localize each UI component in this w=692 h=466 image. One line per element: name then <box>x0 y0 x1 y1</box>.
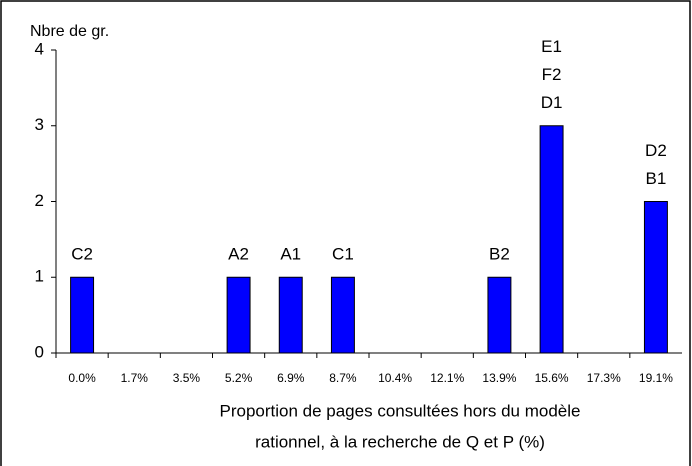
x-tick-label: 17.3% <box>587 371 621 385</box>
bar <box>70 276 95 354</box>
x-tick-label: 12.1% <box>430 371 464 385</box>
x-tick-label: 10.4% <box>378 371 412 385</box>
x-tick-label: 1.7% <box>121 371 149 385</box>
bar <box>226 276 251 354</box>
x-tick-label: 8.7% <box>329 371 357 385</box>
bar-annotation: F2 <box>542 65 562 84</box>
y-tick-label: 4 <box>35 39 44 58</box>
x-tick-label: 3.5% <box>173 371 201 385</box>
bar-annotation: D2 <box>645 141 667 160</box>
y-tick-label: 3 <box>35 115 44 134</box>
bar <box>487 276 512 354</box>
x-tick-label: 19.1% <box>639 371 673 385</box>
x-axis-title: rationnel, à la recherche de Q et P (%) <box>255 432 545 451</box>
x-axis-title: Proportion de pages consultées hors du m… <box>219 401 580 420</box>
x-tick-label: 5.2% <box>225 371 253 385</box>
y-tick-label: 2 <box>35 191 44 210</box>
x-tick-label: 15.6% <box>535 371 569 385</box>
bar-annotation: B1 <box>646 169 667 188</box>
x-tick-label: 6.9% <box>277 371 305 385</box>
x-tick-label: 13.9% <box>482 371 516 385</box>
bar-annotation: E1 <box>541 37 562 56</box>
bar-annotation: C2 <box>71 245 93 264</box>
bar-annotation: D1 <box>541 93 563 112</box>
bar <box>643 201 668 354</box>
bar-annotation: B2 <box>489 245 510 264</box>
bar <box>539 125 564 354</box>
y-tick-label: 1 <box>35 267 44 286</box>
bar-annotation: C1 <box>332 245 354 264</box>
x-tick-label: 0.0% <box>68 371 96 385</box>
bar <box>278 276 303 354</box>
bar <box>330 276 355 354</box>
y-tick-label: 0 <box>35 342 44 361</box>
bar-annotation: A2 <box>228 245 249 264</box>
bar-annotation: A1 <box>280 245 301 264</box>
y-axis-title: Nbre de gr. <box>30 23 109 40</box>
